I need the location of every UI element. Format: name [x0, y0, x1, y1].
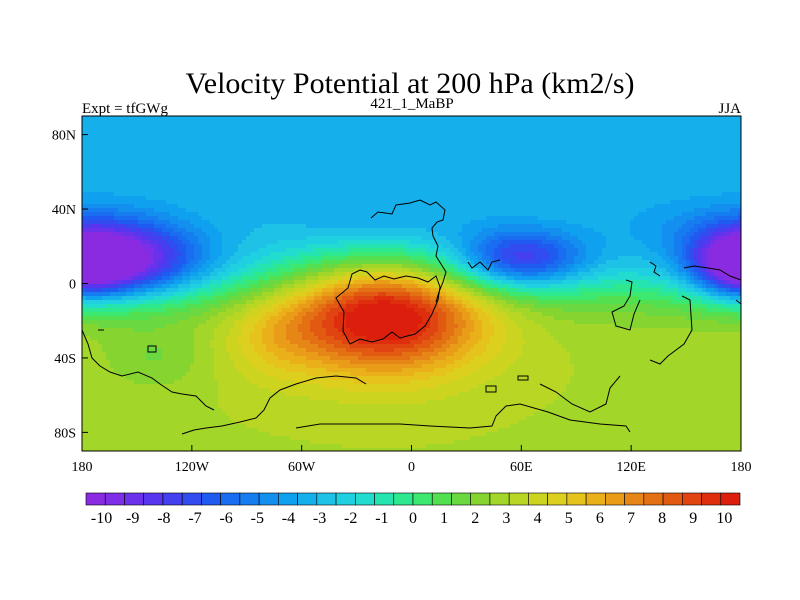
colorbar-swatch	[220, 492, 241, 506]
colorbar-label: 9	[689, 510, 697, 527]
coastline-outline	[82, 199, 741, 435]
y-tick-label: 0	[69, 278, 76, 293]
colorbar-swatch	[335, 492, 356, 506]
colorbar-swatch	[508, 492, 529, 506]
colorbar-swatch	[258, 492, 279, 506]
colorbar-label: -2	[344, 510, 357, 527]
colorbar-swatch	[316, 492, 337, 506]
colorbar-swatch	[566, 492, 587, 506]
colorbar-swatch	[181, 492, 202, 506]
colorbar-label: -4	[282, 510, 295, 527]
x-tick-label: 120W	[175, 460, 210, 475]
colorbar-label: -3	[313, 510, 326, 527]
colorbar-label: 7	[627, 510, 635, 527]
colorbar-swatch	[354, 492, 375, 506]
colorbar-swatch	[701, 492, 722, 506]
colorbar-swatch	[124, 492, 145, 506]
subtitle-left: Expt = tfGWg	[82, 101, 168, 117]
colorbar-swatch	[451, 492, 472, 506]
colorbar-swatch	[470, 492, 491, 506]
colorbar-swatch	[528, 492, 548, 506]
colorbar-label: -8	[157, 510, 170, 527]
x-tick-label: 60E	[510, 460, 533, 475]
colorbar-swatch	[643, 492, 664, 506]
x-axis: 180 120W 60W 0 60E 120E 180	[72, 445, 752, 475]
colorbar-swatch	[681, 492, 702, 506]
y-tick-label: 80N	[52, 129, 76, 144]
y-tick-label: 40N	[52, 203, 76, 218]
chart-title: Velocity Potential at 200 hPa (km2/s)	[185, 67, 634, 100]
colorbar-swatch	[412, 492, 433, 506]
colorbar-swatch	[547, 492, 568, 506]
colorbar-label: -6	[219, 510, 232, 527]
colorbar-swatch	[624, 492, 645, 506]
velocity-potential-field	[82, 116, 741, 451]
subtitle-center: 421_1_MaBP	[370, 96, 453, 112]
x-tick-label: 180	[72, 460, 93, 475]
colorbar-swatch	[104, 492, 125, 506]
x-tick-label: 0	[408, 460, 415, 475]
colorbar-label: 8	[658, 510, 666, 527]
y-axis: 80N 40N 0 40S 80S	[52, 129, 88, 441]
colorbar-swatch	[143, 492, 164, 506]
colorbar-swatch	[201, 492, 221, 506]
colorbar-swatch	[374, 492, 395, 506]
colorbar-label: -10	[91, 510, 112, 527]
colorbar-label: -5	[251, 510, 264, 527]
colorbar-swatch	[278, 492, 298, 506]
colorbar-swatch	[239, 492, 260, 506]
x-tick-label: 120E	[616, 460, 646, 475]
colorbar-swatch	[297, 492, 318, 506]
subtitle-right: JJA	[718, 101, 741, 117]
colorbar-swatch	[85, 492, 106, 506]
colorbar-label: -7	[188, 510, 201, 527]
y-tick-label: 80S	[54, 426, 76, 441]
colorbar-swatch	[720, 492, 741, 506]
colorbar-labels: -10 -9 -8 -7 -6 -5 -4 -3 -2 -1 0 1 2 3 4 5 6 7 8 9 10	[91, 510, 733, 527]
colorbar-swatch	[162, 492, 183, 506]
colorbar-label: 10	[716, 510, 732, 527]
colorbar-label: 4	[534, 510, 542, 527]
colorbar-label: 2	[471, 510, 479, 527]
x-tick-label: 60W	[288, 460, 316, 475]
colorbar-label: 0	[409, 510, 417, 527]
colorbar-label: 5	[565, 510, 573, 527]
colorbar-label: 6	[596, 510, 604, 527]
x-tick-label: 180	[731, 460, 752, 475]
colorbar-swatch	[393, 492, 414, 506]
y-tick-label: 40S	[54, 352, 76, 367]
colorbar-swatch	[431, 492, 452, 506]
colorbar-swatch	[605, 492, 625, 506]
colorbar	[85, 492, 741, 506]
colorbar-swatch	[662, 492, 683, 506]
colorbar-label: 1	[440, 510, 448, 527]
colorbar-label: 3	[502, 510, 510, 527]
colorbar-swatch	[585, 492, 606, 506]
colorbar-label: -9	[126, 510, 139, 527]
colorbar-label: -1	[375, 510, 388, 527]
colorbar-swatch	[489, 492, 510, 506]
